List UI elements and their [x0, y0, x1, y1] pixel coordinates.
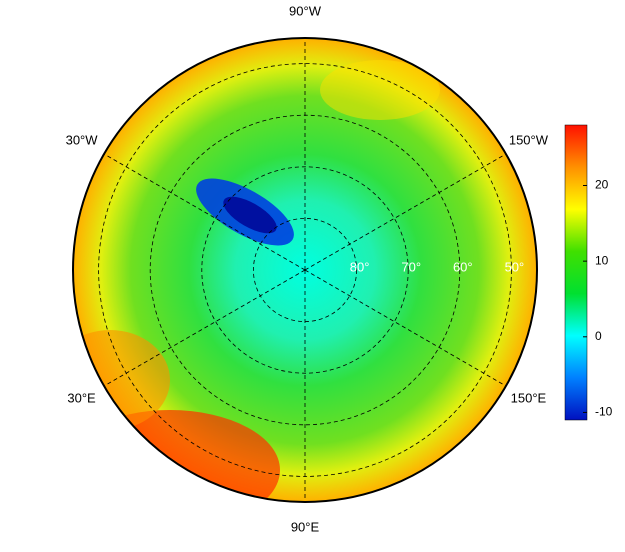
longitude-label: 90°W: [289, 3, 322, 18]
meridian: [304, 153, 507, 271]
meridian: [103, 153, 306, 271]
longitude-label: 30°W: [66, 132, 99, 147]
latitude-label: 80°: [350, 259, 370, 274]
map-border: [72, 37, 538, 503]
meridian: [103, 269, 306, 387]
colorbar-tick-label: 0: [595, 329, 602, 343]
colorbar-tick-label: 10: [595, 253, 609, 267]
latitude-label: 70°: [401, 259, 421, 274]
longitude-label: 90°E: [291, 519, 320, 534]
latitude-label: 50°: [505, 259, 525, 274]
longitude-label: 30°E: [67, 390, 96, 405]
graticule: [98, 38, 512, 502]
colorbar-tick-label: -10: [595, 405, 613, 419]
colorbar-tick-label: 20: [595, 178, 609, 192]
meridian: [304, 269, 507, 387]
latitude-label: 60°: [453, 259, 473, 274]
longitude-label: 150°W: [509, 132, 549, 147]
data-field: [73, 38, 537, 502]
colorbar: [564, 124, 588, 421]
longitude-label: 150°E: [511, 390, 547, 405]
latitude-circle: [201, 166, 409, 374]
